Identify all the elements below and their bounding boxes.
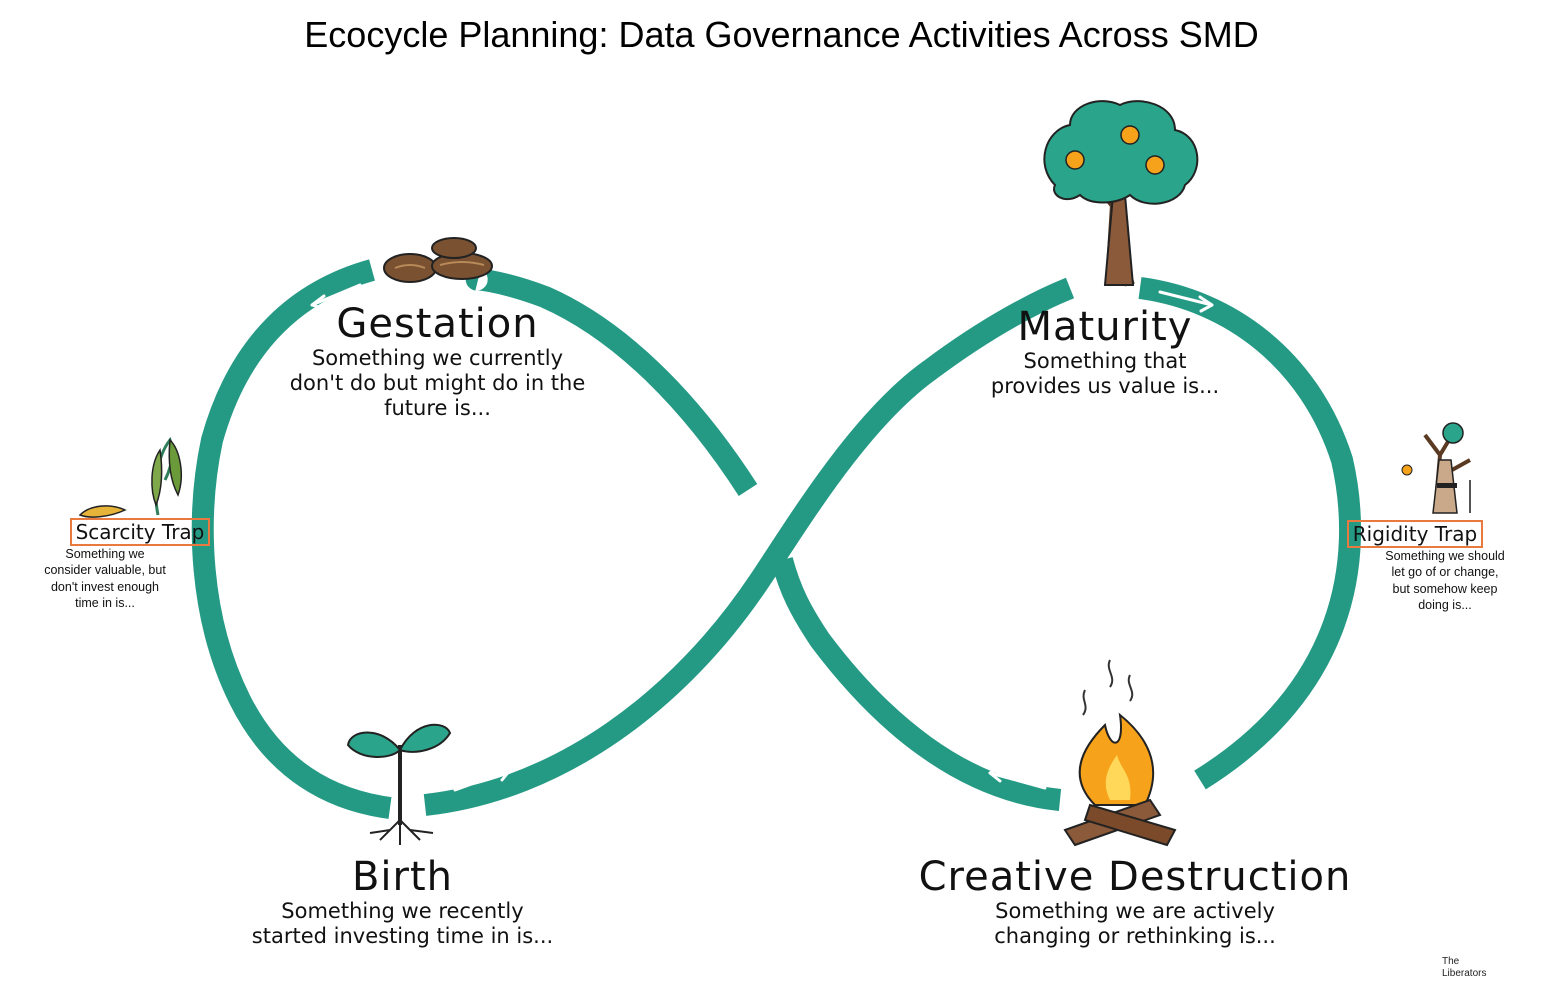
stage-maturity: Maturity Something that provides us valu… [945,305,1265,399]
arrow-destruction [988,764,1047,790]
wilted-plant-icon [70,436,190,520]
stage-gestation-desc: Something we currently don't do but migh… [289,346,586,421]
arrow-gestation [310,283,362,311]
trap-rigidity-desc: Something we should let go of or change,… [1385,549,1505,612]
trap-scarcity-name: Scarcity Trap [69,518,211,546]
campfire-icon [1063,659,1177,847]
stage-maturity-desc: Something that provides us value is... [990,349,1220,399]
tree-icon [1043,100,1199,287]
stage-gestation-name: Gestation [336,301,539,347]
loop-right-top [1138,277,1362,790]
page-title: Ecocycle Planning: Data Governance Activ… [304,14,1259,55]
sprout-icon [346,723,452,845]
loop-left-bottom [423,277,1075,816]
trap-scarcity-desc: Something we consider valuable, but don'… [44,547,166,610]
seeds-icon [383,237,493,283]
trap-rigidity: Rigidity Trap Something we should let go… [1305,520,1525,613]
stage-birth: Birth Something we recently started inve… [220,855,585,949]
stage-maturity-name: Maturity [1017,304,1193,350]
credit-liberators: The Liberators [1442,956,1487,979]
loop-right-bottom [771,557,1062,811]
loop-left-top [191,259,392,819]
arrow-maturity [1158,290,1214,313]
arrow-birth [453,766,512,792]
stage-birth-desc: Something we recently started investing … [251,899,554,949]
stage-creative-destruction: Creative Destruction Something we are ac… [890,855,1380,949]
stage-birth-name: Birth [351,854,454,900]
old-tree-icon [1401,422,1471,514]
trap-scarcity: Scarcity Trap Something we consider valu… [30,518,250,611]
trap-rigidity-name: Rigidity Trap [1346,520,1484,548]
stage-creative-destruction-name: Creative Destruction [918,854,1352,900]
stage-gestation: Gestation Something we currently don't d… [255,302,620,422]
stage-creative-destruction-desc: Something we are actively changing or re… [994,899,1276,949]
